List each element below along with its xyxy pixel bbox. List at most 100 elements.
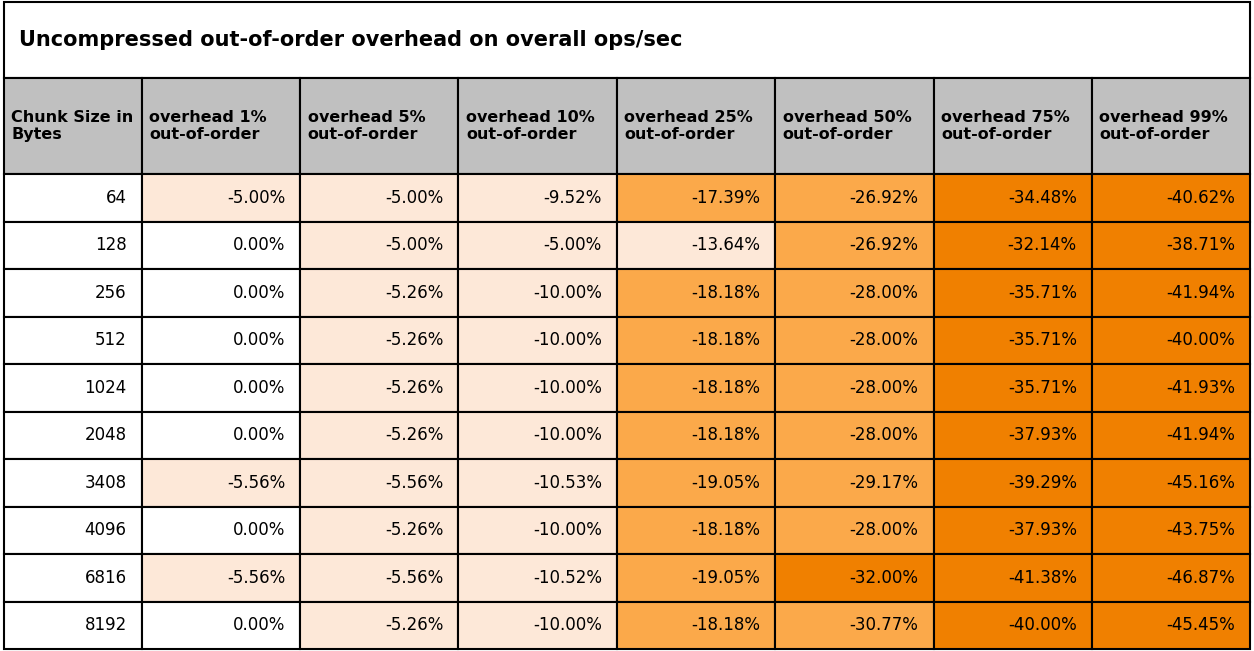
Text: overhead 99%
out-of-order: overhead 99% out-of-order [1100, 110, 1228, 143]
Text: -40.00%: -40.00% [1008, 616, 1077, 634]
Bar [933, 554, 1092, 602]
Text: -35.71%: -35.71% [1008, 331, 1077, 350]
Text: -26.92%: -26.92% [849, 189, 918, 207]
Bar [617, 221, 775, 269]
Bar [142, 506, 300, 554]
Bar [1092, 316, 1250, 364]
Bar [459, 554, 617, 602]
Bar [459, 174, 617, 221]
Bar [1092, 506, 1250, 554]
Bar [459, 411, 617, 459]
Text: -32.00%: -32.00% [849, 569, 918, 587]
Bar [1092, 554, 1250, 602]
Text: 6816: 6816 [84, 569, 127, 587]
Bar [459, 459, 617, 506]
Text: -19.05%: -19.05% [691, 569, 760, 587]
Text: -5.26%: -5.26% [385, 284, 444, 302]
Text: -5.26%: -5.26% [385, 521, 444, 539]
Text: Chunk Size in
Bytes: Chunk Size in Bytes [11, 110, 133, 143]
Text: -37.93%: -37.93% [1008, 426, 1077, 445]
Text: -45.45%: -45.45% [1166, 616, 1235, 634]
Bar [933, 174, 1092, 221]
Bar [142, 554, 300, 602]
Text: -41.93%: -41.93% [1166, 379, 1235, 397]
Bar [775, 364, 933, 411]
Text: -5.56%: -5.56% [385, 569, 444, 587]
Text: 3408: 3408 [84, 474, 127, 492]
Bar [775, 411, 933, 459]
Text: 4096: 4096 [85, 521, 127, 539]
Bar [4, 411, 142, 459]
Bar [300, 602, 459, 649]
Text: 0.00%: 0.00% [233, 616, 285, 634]
Bar [142, 78, 300, 174]
Bar [617, 602, 775, 649]
Text: -40.62%: -40.62% [1166, 189, 1235, 207]
Bar [4, 364, 142, 411]
Bar [300, 554, 459, 602]
Text: 512: 512 [95, 331, 127, 350]
Text: -18.18%: -18.18% [691, 521, 760, 539]
Bar [4, 221, 142, 269]
Bar [142, 316, 300, 364]
Bar [142, 269, 300, 316]
Bar [300, 316, 459, 364]
Text: 0.00%: 0.00% [233, 521, 285, 539]
Text: -35.71%: -35.71% [1008, 379, 1077, 397]
Text: -5.26%: -5.26% [385, 331, 444, 350]
Bar [933, 459, 1092, 506]
Text: -10.00%: -10.00% [533, 426, 602, 445]
Bar [1092, 221, 1250, 269]
Text: -18.18%: -18.18% [691, 379, 760, 397]
Bar [4, 316, 142, 364]
Text: -10.53%: -10.53% [533, 474, 602, 492]
Text: -37.93%: -37.93% [1008, 521, 1077, 539]
Text: -5.56%: -5.56% [385, 474, 444, 492]
Text: -28.00%: -28.00% [850, 379, 918, 397]
Text: -45.16%: -45.16% [1166, 474, 1235, 492]
Text: -34.48%: -34.48% [1008, 189, 1077, 207]
Text: -17.39%: -17.39% [691, 189, 760, 207]
Text: -41.94%: -41.94% [1166, 426, 1235, 445]
Bar [459, 221, 617, 269]
Bar [775, 221, 933, 269]
Text: -13.64%: -13.64% [691, 236, 760, 255]
Text: -5.26%: -5.26% [385, 426, 444, 445]
Bar [459, 269, 617, 316]
Bar [1092, 174, 1250, 221]
Text: -38.71%: -38.71% [1166, 236, 1235, 255]
Bar [617, 459, 775, 506]
Text: -18.18%: -18.18% [691, 616, 760, 634]
Bar [933, 316, 1092, 364]
Bar [459, 602, 617, 649]
Bar [459, 364, 617, 411]
Text: -5.00%: -5.00% [227, 189, 285, 207]
Text: 256: 256 [95, 284, 127, 302]
Text: -46.87%: -46.87% [1166, 569, 1235, 587]
Text: -5.56%: -5.56% [227, 569, 285, 587]
Bar [1092, 364, 1250, 411]
Text: overhead 50%
out-of-order: overhead 50% out-of-order [782, 110, 912, 143]
Text: -35.71%: -35.71% [1008, 284, 1077, 302]
Text: -39.29%: -39.29% [1008, 474, 1077, 492]
Bar [775, 78, 933, 174]
Text: 0.00%: 0.00% [233, 236, 285, 255]
Bar [617, 411, 775, 459]
Bar [933, 221, 1092, 269]
Text: 8192: 8192 [84, 616, 127, 634]
Text: -5.00%: -5.00% [543, 236, 602, 255]
Text: -28.00%: -28.00% [850, 521, 918, 539]
Bar [300, 174, 459, 221]
Text: 64: 64 [105, 189, 127, 207]
Bar [300, 221, 459, 269]
Bar [4, 554, 142, 602]
Text: -43.75%: -43.75% [1166, 521, 1235, 539]
Bar [459, 316, 617, 364]
Bar [933, 364, 1092, 411]
Text: overhead 75%
out-of-order: overhead 75% out-of-order [940, 110, 1070, 143]
Bar [1092, 411, 1250, 459]
Text: overhead 1%
out-of-order: overhead 1% out-of-order [149, 110, 267, 143]
Bar [459, 78, 617, 174]
Bar [4, 602, 142, 649]
Bar [300, 506, 459, 554]
